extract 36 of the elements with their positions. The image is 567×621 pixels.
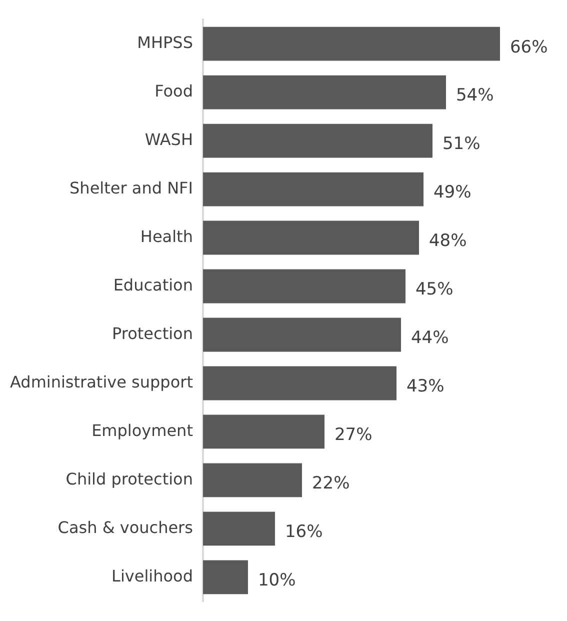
- bar: [202, 414, 324, 449]
- data-label: 10%: [258, 570, 296, 591]
- bar: [202, 220, 419, 255]
- y-tick-label: Health: [140, 226, 193, 246]
- y-tick-label: Food: [154, 81, 193, 100]
- bar: [202, 463, 302, 498]
- bar: [202, 318, 401, 352]
- data-label: 48%: [428, 231, 467, 252]
- data-label: 45%: [415, 280, 454, 300]
- bar: [202, 124, 432, 158]
- y-tick-label: Education: [113, 275, 193, 294]
- data-label: 27%: [334, 425, 372, 446]
- y-tick-label: Protection: [112, 324, 193, 343]
- data-label: 51%: [442, 134, 480, 154]
- data-label: 54%: [456, 86, 494, 106]
- bar: [202, 75, 446, 110]
- data-label: 43%: [406, 376, 444, 397]
- y-tick-label: Administrative support: [10, 372, 193, 392]
- y-tick-label: Child protection: [66, 469, 193, 488]
- y-tick-label: MHPSS: [137, 33, 193, 52]
- data-label: 16%: [284, 522, 323, 542]
- y-tick-label: Cash & vouchers: [58, 518, 193, 537]
- bar: [202, 560, 248, 594]
- data-label: 49%: [433, 182, 472, 203]
- y-tick-label: WASH: [144, 130, 193, 149]
- y-tick-label: Employment: [92, 420, 193, 440]
- data-label: 44%: [410, 328, 449, 348]
- bar: [202, 172, 424, 206]
- y-tick-label: Shelter and NFI: [70, 178, 193, 198]
- data-label: 22%: [312, 474, 350, 494]
- bar: [202, 512, 275, 546]
- bar: [202, 366, 396, 400]
- bar: [202, 269, 406, 304]
- data-label: 66%: [510, 37, 548, 58]
- y-tick-label: Livelihood: [112, 566, 193, 586]
- bar: [202, 26, 500, 61]
